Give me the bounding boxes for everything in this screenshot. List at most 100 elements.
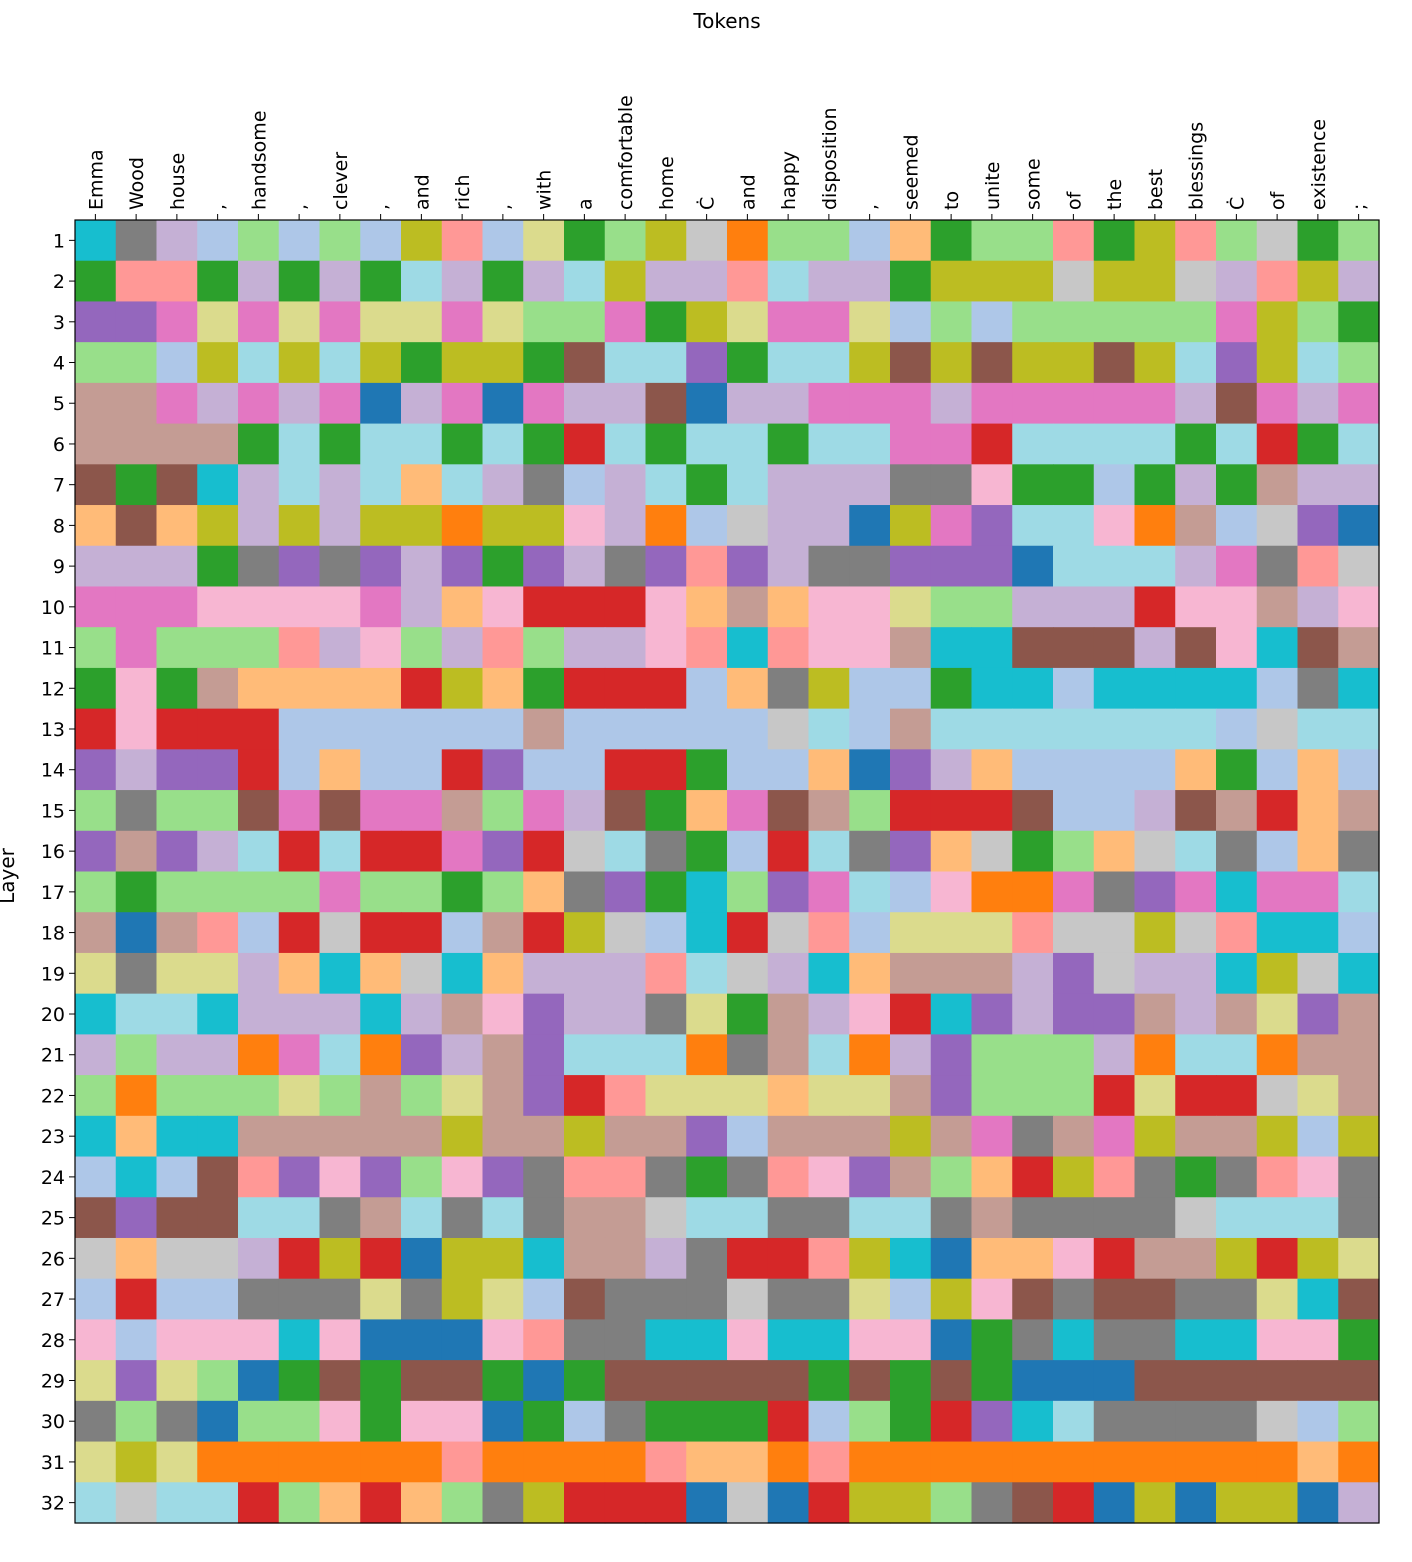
x-tick-label: the: [1104, 179, 1126, 210]
heatmap-cell: [686, 790, 728, 832]
heatmap-cell: [319, 627, 361, 669]
x-tick-label: ,: [860, 204, 882, 210]
y-tick-label: 31: [41, 1452, 65, 1474]
heatmap-cell: [686, 1197, 728, 1239]
heatmap-cell: [115, 912, 158, 954]
heatmap-cell: [645, 1400, 687, 1443]
y-tick-label: 32: [41, 1493, 65, 1515]
heatmap-cell: [523, 545, 565, 588]
heatmap-cell: [1093, 1075, 1136, 1117]
heatmap-cell: [1093, 586, 1136, 628]
heatmap-cell: [441, 1156, 484, 1198]
heatmap-cell: [197, 464, 239, 506]
x-tick-label: to: [941, 191, 963, 210]
heatmap-cell: [360, 220, 402, 262]
heatmap-cell: [441, 1197, 484, 1239]
heatmap-cell: [115, 382, 158, 425]
heatmap-cell: [604, 790, 647, 832]
heatmap-cell: [360, 790, 402, 832]
heatmap-cell: [686, 1278, 728, 1321]
heatmap-cell: [727, 505, 769, 547]
heatmap-cell: [360, 545, 402, 588]
heatmap-cell: [686, 1237, 728, 1280]
heatmap-cell: [1338, 342, 1380, 384]
heatmap-cell: [1256, 912, 1299, 954]
heatmap-cell: [1053, 830, 1095, 873]
heatmap-cell: [319, 667, 361, 710]
heatmap-cell: [156, 1075, 198, 1117]
heatmap-cell: [1256, 301, 1299, 343]
heatmap-cell: [238, 790, 280, 832]
heatmap-cell: [849, 871, 891, 913]
heatmap-cell: [523, 1156, 565, 1198]
heatmap-cell: [360, 627, 402, 669]
heatmap-cell: [1012, 1156, 1054, 1198]
heatmap-cell: [930, 1156, 973, 1198]
heatmap-cell: [401, 1400, 443, 1443]
heatmap-cell: [360, 423, 402, 465]
heatmap-cell: [1134, 1034, 1176, 1076]
heatmap-cell: [401, 1482, 443, 1524]
heatmap-cell: [1297, 993, 1339, 1035]
heatmap-cell: [75, 952, 117, 995]
heatmap-cell: [1256, 260, 1299, 303]
heatmap-cell: [523, 627, 565, 669]
heatmap-cell: [115, 545, 158, 588]
heatmap-cell: [238, 1156, 280, 1198]
heatmap-cell: [1053, 1482, 1095, 1524]
y-tick-label: 20: [41, 1004, 65, 1026]
heatmap-cell: [645, 505, 687, 547]
heatmap-cell: [930, 545, 973, 588]
x-tick-label: Ċ: [696, 197, 719, 210]
heatmap-cell: [727, 1441, 769, 1483]
heatmap-cell: [1256, 1197, 1299, 1239]
heatmap-cell: [1053, 1115, 1095, 1158]
y-tick-label: 19: [41, 963, 65, 985]
heatmap-cell: [686, 545, 728, 588]
heatmap-cell: [1093, 790, 1136, 832]
heatmap-cell: [401, 993, 443, 1035]
heatmap-cell: [523, 952, 565, 995]
heatmap-cell: [849, 1278, 891, 1321]
heatmap-cell: [1297, 1360, 1339, 1402]
heatmap-cell: [1297, 1075, 1339, 1117]
heatmap-cell: [930, 1278, 973, 1321]
heatmap-cell: [360, 1400, 402, 1443]
heatmap-cell: [890, 627, 932, 669]
heatmap-cell: [890, 1319, 932, 1361]
heatmap-cell: [441, 1237, 484, 1280]
heatmap-cell: [971, 1237, 1013, 1280]
heatmap-cell: [645, 545, 687, 588]
heatmap-cell: [238, 993, 280, 1035]
heatmap-cell: [238, 260, 280, 303]
heatmap-cell: [645, 260, 687, 303]
heatmap-cell: [156, 423, 198, 465]
heatmap-cell: [849, 382, 891, 425]
heatmap-cell: [808, 423, 850, 465]
heatmap-cell: [1216, 220, 1258, 262]
x-tick-label: happy: [778, 151, 800, 210]
y-tick-label: 22: [41, 1085, 65, 1107]
heatmap-cell: [808, 993, 850, 1035]
heatmap-cell: [441, 749, 484, 791]
heatmap-cell: [238, 1441, 280, 1483]
heatmap-cell: [1175, 382, 1217, 425]
heatmap-cell: [319, 1156, 361, 1198]
heatmap-cell: [1216, 1075, 1258, 1117]
heatmap-cell: [1297, 1441, 1339, 1483]
y-tick-label: 8: [53, 515, 65, 537]
heatmap-cell: [564, 993, 606, 1035]
heatmap-cell: [1256, 871, 1299, 913]
heatmap-cell: [197, 993, 239, 1035]
heatmap-cell: [238, 301, 280, 343]
heatmap-cell: [197, 505, 239, 547]
heatmap-cell: [360, 912, 402, 954]
heatmap-cell: [604, 1482, 647, 1524]
heatmap-cell: [156, 1482, 198, 1524]
heatmap-cell: [319, 1034, 361, 1076]
heatmap-cell: [319, 1441, 361, 1483]
heatmap-cell: [849, 1115, 891, 1158]
heatmap-cell: [1216, 1482, 1258, 1524]
heatmap-cell: [971, 1360, 1013, 1402]
heatmap-cell: [278, 1441, 321, 1483]
